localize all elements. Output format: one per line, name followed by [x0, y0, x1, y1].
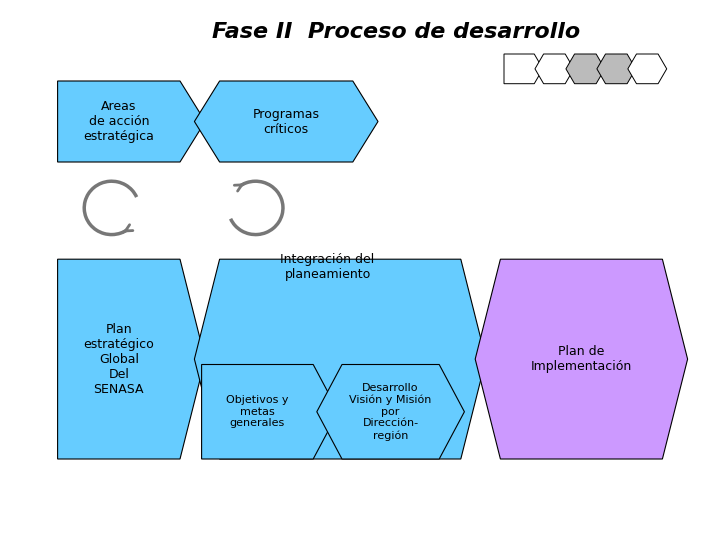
Text: Desarrollo
Visión y Misión
por
Dirección-
región: Desarrollo Visión y Misión por Dirección…	[349, 383, 432, 441]
Polygon shape	[504, 54, 543, 84]
Text: Plan
estratégico
Global
Del
SENASA: Plan estratégico Global Del SENASA	[84, 322, 154, 396]
Polygon shape	[475, 259, 688, 459]
Text: Fase II  Proceso de desarrollo: Fase II Proceso de desarrollo	[212, 22, 580, 43]
Polygon shape	[194, 81, 378, 162]
Text: Programas
críticos: Programas críticos	[253, 107, 320, 136]
Polygon shape	[535, 54, 574, 84]
Text: Areas
de acción
estratégica: Areas de acción estratégica	[84, 100, 154, 143]
Polygon shape	[597, 54, 636, 84]
Polygon shape	[628, 54, 667, 84]
Polygon shape	[202, 364, 338, 459]
Polygon shape	[58, 259, 205, 459]
Polygon shape	[317, 364, 464, 459]
Text: Integración del
planeamiento: Integración del planeamiento	[281, 253, 374, 281]
Text: Plan de
Implementación: Plan de Implementación	[531, 345, 632, 373]
Polygon shape	[194, 259, 486, 459]
Text: Objetivos y
metas
generales: Objetivos y metas generales	[226, 395, 289, 428]
Polygon shape	[58, 81, 205, 162]
Polygon shape	[566, 54, 605, 84]
